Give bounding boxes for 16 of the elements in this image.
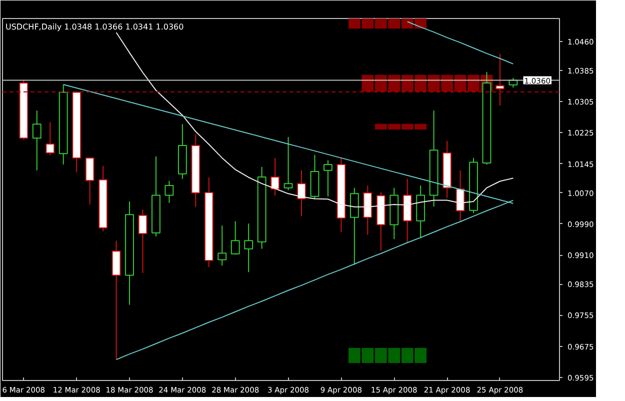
candlestick — [230, 220, 240, 256]
candlestick — [32, 110, 42, 171]
candlestick — [164, 180, 174, 204]
line-series — [406, 21, 514, 64]
text: USDCHF,Daily 1.0348 1.0366 1.0341 1.0360 — [6, 22, 184, 32]
candlestick — [218, 225, 227, 266]
candlestick — [270, 157, 280, 196]
candlestick — [324, 160, 332, 197]
candlestick — [297, 170, 306, 217]
candlestick — [138, 209, 148, 274]
candlestick — [350, 187, 359, 266]
candlestick — [85, 156, 94, 206]
candlestick — [244, 223, 254, 273]
candlestick — [495, 53, 504, 106]
candlestick — [284, 136, 293, 191]
candlestick — [46, 122, 55, 156]
